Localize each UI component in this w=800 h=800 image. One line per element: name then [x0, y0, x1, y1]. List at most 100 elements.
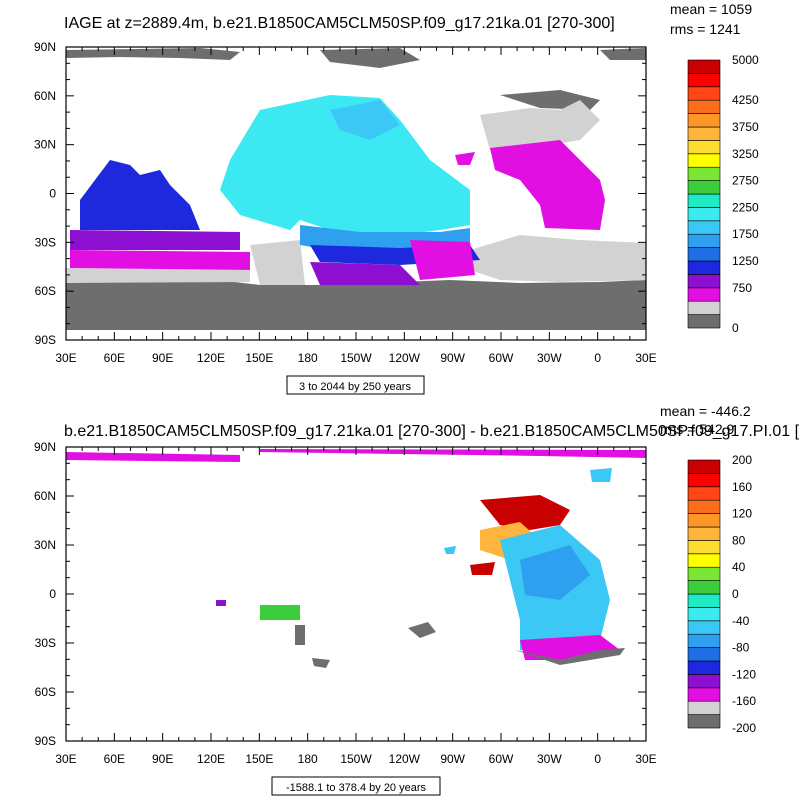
top-cbar-label-2: 1250 [732, 254, 759, 268]
bottom-xtick-label-8: 90W [440, 752, 465, 766]
bottom-cbar-box-10 [687, 580, 721, 595]
bottom-xtick-label-12: 30E [635, 752, 656, 766]
bottom-xtick-label-9: 60W [489, 752, 514, 766]
top-indian-magenta [70, 250, 250, 270]
top-xtick-label-12: 30E [635, 351, 656, 365]
top-atlantic-magenta [490, 140, 605, 230]
bottom-cbar-box-19 [687, 459, 721, 474]
top-panel: IAGE at z=2889.4m, b.e21.B1850CAM5CLM50S… [34, 1, 759, 395]
top-range-note: 3 to 2044 by 250 years [299, 381, 411, 393]
bottom-cbar-box-15 [687, 513, 721, 528]
top-cbar-box-6 [687, 233, 721, 248]
top-cbar-box-19 [687, 59, 721, 74]
top-xtick-label-0: 30E [55, 351, 76, 365]
bottom-cbar-box-18 [687, 473, 721, 488]
bottom-cbar-label-7: 80 [732, 533, 746, 547]
top-cbar-box-0 [687, 314, 721, 329]
top-xtick-label-4: 150E [245, 351, 273, 365]
bottom-cbar-label-6: 40 [732, 560, 746, 574]
top-title: IAGE at z=2889.4m, b.e21.B1850CAM5CLM50S… [64, 15, 615, 32]
top-cbar-box-1 [687, 300, 721, 315]
top-indian-purple [70, 230, 240, 250]
top-pacific-cyan-core [330, 100, 400, 140]
bottom-nz-dark [312, 658, 330, 668]
bottom-axes: 30E 60E 90E 120E 150E 180 150W 120W 90W 60W 30W 0 30… [34, 440, 657, 766]
top-pacific-magenta [410, 240, 475, 280]
bottom-cbar-box-3 [687, 674, 721, 689]
bottom-indian-purple [216, 600, 226, 606]
top-xtick-label-3: 120E [197, 351, 225, 365]
bottom-cbar-box-1 [687, 700, 721, 715]
bottom-atl-cyan-speck [444, 546, 456, 554]
top-indian-blue [80, 160, 200, 230]
top-cbar-label-7: 3750 [732, 120, 759, 134]
bottom-cbar-box-8 [687, 607, 721, 622]
top-cbar-box-9 [687, 193, 721, 208]
top-light-south [470, 235, 646, 282]
bottom-xtick-label-7: 120W [389, 752, 421, 766]
bottom-ytick-label-2: 30N [34, 538, 56, 552]
bottom-xtick-label-10: 30W [537, 752, 562, 766]
top-cbar-label-1: 750 [732, 281, 752, 295]
bottom-ytick-label-3: 0 [49, 587, 56, 601]
top-colorbar: 0 750 1250 1750 2250 2750 3250 3750 4250 5000 [687, 53, 759, 335]
top-light-tasman [250, 240, 305, 285]
bottom-cbar-label-9: 160 [732, 480, 752, 494]
bottom-south-dark [515, 648, 625, 665]
top-rms: rms = 1241 [670, 21, 741, 37]
bottom-cbar-box-16 [687, 499, 721, 514]
bottom-mean: mean = -446.2 [660, 403, 751, 419]
bottom-natl-red [480, 495, 570, 530]
bottom-cbar-label-0: -200 [732, 721, 756, 735]
bottom-xtick-label-6: 150W [340, 752, 372, 766]
top-arctic-dark-4 [600, 48, 646, 60]
top-arctic-dark-2 [320, 48, 420, 68]
top-cbar-label-0: 0 [732, 321, 739, 335]
bottom-pacific-dark [408, 622, 436, 638]
bottom-ytick-label-4: 30S [35, 636, 56, 650]
top-cbar-box-5 [687, 247, 721, 262]
bottom-cbar-box-5 [687, 647, 721, 662]
top-cbar-box-14 [687, 126, 721, 141]
bottom-tasman-green [260, 605, 300, 620]
bottom-cbar-box-4 [687, 660, 721, 675]
top-light-southern [66, 268, 250, 283]
top-cbar-box-17 [687, 86, 721, 101]
bottom-cbar-box-6 [687, 633, 721, 648]
top-xtick-label-10: 30W [537, 351, 562, 365]
top-ytick-label-3: 0 [49, 187, 56, 201]
top-cbar-box-4 [687, 260, 721, 275]
bottom-ytick-label-6: 90S [35, 734, 56, 748]
bottom-cbar-box-12 [687, 553, 721, 568]
top-mean: mean = 1059 [670, 1, 752, 17]
top-xtick-label-5: 180 [298, 351, 318, 365]
bottom-ytick-label-5: 60S [35, 685, 56, 699]
top-xtick-label-8: 90W [440, 351, 465, 365]
bottom-colorbar: -200 -160 -120 -80 -40 0 40 80 120 160 200 [687, 453, 756, 735]
bottom-tasman-dark [295, 625, 305, 645]
top-pacific-purple [310, 262, 420, 285]
top-cbar-box-15 [687, 113, 721, 128]
bottom-cbar-label-5: 0 [732, 587, 739, 601]
top-cbar-box-16 [687, 99, 721, 114]
top-ytick-label-2: 30N [34, 138, 56, 152]
top-cbar-label-8: 4250 [732, 93, 759, 107]
bottom-cbar-box-7 [687, 620, 721, 635]
top-axes: 30E 60E 90E 120E 150E 180 150W 120W 90W 60W 30W 0 30… [34, 40, 657, 365]
bottom-panel: b.e21.B1850CAM5CLM50SP.f09_g17.21ka.01 [… [34, 403, 800, 796]
top-ytick-label-6: 90S [35, 333, 56, 347]
bottom-range-note: -1588.1 to 378.4 by 20 years [286, 782, 427, 794]
top-cbar-label-3: 1750 [732, 227, 759, 241]
bottom-ytick-label-1: 60N [34, 489, 56, 503]
top-cbar-box-10 [687, 180, 721, 195]
top-ytick-label-5: 60S [35, 284, 56, 298]
bottom-xtick-label-4: 150E [245, 752, 273, 766]
bottom-xtick-label-11: 0 [594, 752, 601, 766]
bottom-gulf-red [470, 562, 495, 575]
bottom-title: b.e21.B1850CAM5CLM50SP.f09_g17.21ka.01 [… [64, 423, 800, 440]
bottom-xtick-label-2: 90E [152, 752, 173, 766]
top-cbar-box-11 [687, 166, 721, 181]
top-cbar-box-18 [687, 73, 721, 88]
bottom-xtick-label-5: 180 [298, 752, 318, 766]
